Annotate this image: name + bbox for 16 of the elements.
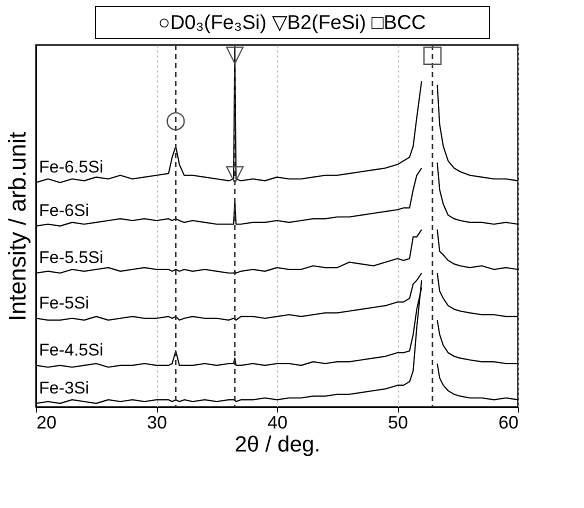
- annotation: □: [421, 40, 444, 68]
- x-tick-label: 20: [36, 412, 57, 432]
- series-label: Fe-4.5Si: [39, 340, 104, 360]
- series-label: Fe-5Si: [39, 293, 90, 312]
- series-label: Fe-3Si: [39, 378, 90, 398]
- y-axis-title: Intensity / arb.unit: [4, 131, 32, 322]
- x-tick-label: 50: [388, 412, 408, 432]
- annotation: ○: [165, 105, 186, 134]
- x-tick-label: 60: [498, 412, 518, 432]
- x-tick-label: 30: [146, 412, 168, 432]
- x-tick-label: 40: [267, 412, 288, 432]
- series-label: Fe-6.5Si: [39, 158, 104, 177]
- x-axis-title: 2θ / deg.: [234, 432, 320, 456]
- series-label: Fe-6Si: [39, 201, 90, 220]
- text: ○D0₃(Fe₃Si) ▽B2(FeSi) □BCC: [94, 6, 490, 39]
- series-label: Fe-5.5Si: [39, 248, 104, 268]
